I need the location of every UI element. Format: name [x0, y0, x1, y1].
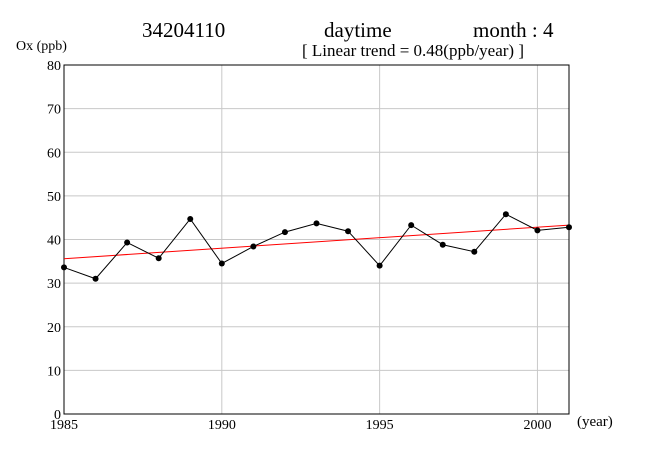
data-point	[155, 255, 162, 262]
data-point	[92, 275, 99, 282]
station-code: 34204110	[142, 18, 226, 42]
y-tick-label: 70	[47, 103, 61, 118]
y-tick-label: 0	[54, 408, 61, 423]
data-point	[345, 228, 352, 235]
y-tick-label: 10	[47, 364, 61, 379]
trend-line	[63, 224, 570, 260]
x-axis-unit-label: (year)	[577, 414, 613, 430]
data-point	[281, 229, 288, 236]
data-point	[187, 215, 194, 222]
data-point	[124, 239, 131, 246]
x-tick-label: 1995	[366, 418, 394, 433]
month-label: month : 4	[473, 18, 554, 42]
y-tick-label: 80	[47, 59, 61, 74]
plot-frame	[63, 64, 570, 415]
y-tick-label: 30	[47, 277, 61, 292]
y-tick-label: 60	[47, 146, 61, 161]
x-tick-label: 1985	[50, 418, 78, 433]
data-point	[250, 243, 257, 250]
data-point	[502, 211, 509, 218]
data-point	[218, 260, 225, 267]
data-point	[566, 224, 572, 231]
data-point	[313, 220, 320, 227]
data-point	[439, 241, 446, 248]
data-point	[534, 227, 541, 234]
trend-annotation: [ Linear trend = 0.48(ppb/year) ]	[302, 41, 524, 60]
data-point	[376, 262, 383, 269]
data-point	[471, 248, 478, 255]
y-tick-label: 50	[47, 190, 61, 205]
y-tick-label: 20	[47, 321, 61, 336]
y-axis-label: Ox (ppb)	[16, 39, 67, 54]
data-point	[61, 264, 67, 271]
x-tick-label: 2000	[523, 418, 551, 433]
period-label: daytime	[324, 18, 392, 42]
y-tick-label: 40	[47, 234, 61, 249]
x-tick-label: 1990	[208, 418, 236, 433]
data-point	[408, 222, 415, 229]
